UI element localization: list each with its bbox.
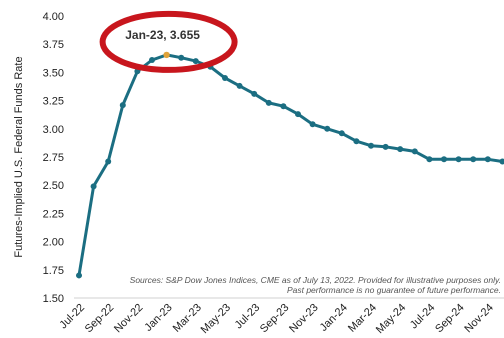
data-point [484, 156, 491, 163]
data-point [324, 125, 331, 132]
source-note-line-2: Past performance is no guarantee of futu… [287, 285, 501, 295]
series-line [77, 53, 503, 276]
data-point [265, 99, 272, 106]
y-tick-label: 2.50 [43, 180, 64, 192]
y-tick-label: 3.75 [43, 39, 64, 51]
data-point [368, 142, 374, 149]
data-point [441, 156, 447, 163]
data-point [178, 54, 185, 61]
y-axis: 1.50 1.75 2.00 2.25 2.50 2.75 3.00 3.25 3.50 3.75… [43, 11, 64, 305]
x-tick-label: May-24 [374, 302, 408, 336]
data-point [295, 111, 301, 118]
x-tick-label: Mar-24 [346, 302, 379, 335]
y-tick-label: 3.25 [43, 96, 64, 108]
data-point [251, 90, 258, 97]
data-point [192, 58, 199, 65]
data-point [236, 82, 243, 89]
source-note-line-1: Sources: S&P Dow Jones Indices, CME as o… [130, 275, 501, 285]
y-tick-label: 1.75 [43, 265, 64, 277]
data-point [338, 130, 345, 137]
data-point [397, 146, 404, 153]
highlight-circle [99, 10, 238, 73]
y-tick-label: 3.50 [43, 67, 64, 79]
x-tick-label: Sep-24 [433, 302, 467, 336]
y-axis-label: Futures-Implied U.S. Federal Funds Rate [13, 56, 25, 257]
data-point [426, 156, 433, 163]
data-point [499, 158, 504, 165]
data-point [280, 103, 287, 110]
y-tick-label: 2.00 [43, 237, 64, 249]
data-point [222, 75, 228, 82]
y-tick-label: 1.50 [43, 293, 64, 305]
data-point [455, 156, 462, 163]
data-point [411, 148, 418, 155]
x-tick-label: Jan-23 [142, 302, 174, 334]
data-point [105, 158, 112, 165]
data-point [76, 272, 82, 279]
y-tick-label: 4.00 [43, 11, 64, 23]
x-tick-label: Nov-23 [287, 302, 321, 336]
y-tick-label: 2.75 [43, 152, 64, 164]
x-tick-label: Mar-23 [171, 302, 204, 335]
data-point [382, 143, 389, 150]
data-point [309, 121, 316, 128]
data-point [119, 102, 126, 109]
y-tick-label: 3.00 [43, 124, 64, 136]
data-point [353, 138, 360, 145]
x-tick-label: May-23 [199, 302, 233, 336]
x-tick-label: Nov-24 [462, 302, 496, 336]
peak-data-point [163, 51, 170, 59]
data-point [470, 156, 477, 163]
data-point [90, 183, 97, 190]
y-tick-label: 2.25 [43, 208, 64, 220]
x-tick-label: Sep-23 [258, 302, 292, 336]
x-tick-label: Sep-22 [83, 302, 117, 336]
peak-annotation: Jan-23, 3.655 [125, 28, 200, 42]
series-line-group [76, 51, 504, 279]
x-tick-label: Jan-24 [318, 302, 350, 334]
data-point [149, 56, 155, 63]
x-tick-label: Nov-22 [112, 302, 146, 336]
